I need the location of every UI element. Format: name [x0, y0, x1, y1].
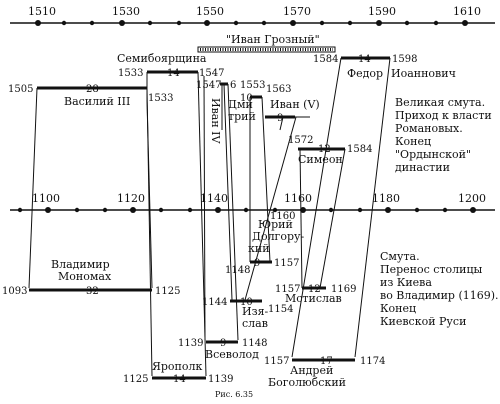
vsevolod-start: 1139 — [178, 338, 203, 349]
fedor-end: 1598 — [392, 54, 417, 65]
mstislav-years: 12 — [308, 284, 321, 295]
dmitry-name-2: трий — [228, 110, 256, 123]
mid-tick-1160: 1160 — [284, 192, 312, 205]
monomakh-end: 1125 — [155, 286, 180, 297]
top-tick-1590: 1590 — [368, 5, 396, 18]
yaropolk-years: 14 — [173, 374, 186, 385]
simeon-end: 1584 — [347, 144, 372, 155]
yaropolk-start: 1125 — [123, 374, 148, 385]
izyaslav-name-1: Изя- — [242, 305, 269, 318]
izyaslav-start: 1144 — [202, 297, 227, 308]
yury-name-2: Долгору- — [252, 230, 304, 243]
mid-tick-1140: 1140 — [200, 192, 228, 205]
mstislav-start: 1157 — [275, 284, 300, 295]
semiboyar-start: 1533 — [118, 68, 143, 79]
dmitry-years: 10 — [240, 93, 253, 104]
mid-tick-1180: 1180 — [372, 192, 400, 205]
monomakh-name-1: Владимир — [51, 258, 110, 271]
vasily-name: Василий III — [64, 95, 130, 108]
mid-tick-1200: 1200 — [458, 192, 486, 205]
top-axis-dots — [35, 20, 468, 26]
fedor-years: 14 — [358, 54, 371, 65]
top-tick-1510: 1510 — [28, 5, 56, 18]
andrey-name-1: Андрей — [290, 364, 333, 377]
yury-mark: 1160 — [270, 211, 295, 222]
ivan4-years: 6 — [230, 80, 236, 91]
semiboyar-years: 14 — [167, 68, 180, 79]
izyaslav-end: 1154 — [268, 304, 293, 315]
yury-end: 1157 — [274, 258, 299, 269]
vsevolod-years: 9 — [220, 338, 226, 349]
simeon-start: 1572 — [288, 135, 313, 146]
izyaslav-name-2: слав — [242, 317, 268, 330]
ivan5-years: 9 — [277, 113, 283, 124]
mstislav-name: Мстислав — [285, 292, 342, 305]
vsevolod-name: Всеволод — [205, 348, 259, 361]
vasily-end: 1533 — [148, 93, 173, 104]
simeon-years: 12 — [318, 144, 331, 155]
top-tick-1570: 1570 — [283, 5, 311, 18]
izyaslav-years: 10 — [240, 297, 253, 308]
yaropolk-name: Ярополк — [152, 360, 202, 373]
ivan-band-label: "Иван Грозный" — [226, 33, 320, 46]
mstislav-end: 1169 — [331, 284, 356, 295]
yury-start: 1148 — [225, 265, 250, 276]
mid-axis-dots — [17, 207, 476, 213]
top-tick-1530: 1530 — [112, 5, 140, 18]
andrey-end: 1174 — [360, 356, 385, 367]
yury-name-1: Юрий — [258, 218, 293, 231]
yury-name-3: кий — [248, 242, 270, 255]
andrey-years: 17 — [320, 356, 333, 367]
monomakh-name-2: Мономах — [58, 270, 112, 283]
vsevolod-end: 1148 — [242, 338, 267, 349]
top-tick-1550: 1550 — [196, 5, 224, 18]
yaropolk-end: 1139 — [208, 374, 233, 385]
yury-years: 9 — [254, 258, 260, 269]
dmitry-end: 1563 — [266, 84, 291, 95]
monomakh-years: 32 — [86, 286, 99, 297]
ivan4-start: 1547 — [196, 80, 221, 91]
simeon-name: Симеон — [298, 153, 343, 166]
mid-tick-1100: 1100 — [32, 192, 60, 205]
semiboyar-end: 1547 — [199, 68, 224, 79]
mid-tick-1120: 1120 — [117, 192, 145, 205]
note-lower: Смута. Перенос столицы из Киева во Влади… — [380, 250, 499, 328]
andrey-name-2: Боголюбский — [268, 376, 346, 389]
andrey-start: 1157 — [264, 356, 289, 367]
fedor-start: 1584 — [313, 54, 338, 65]
figure-caption: Рис. 6.35 — [215, 390, 254, 399]
note-upper: Великая смута. Приход к власти Романовых… — [395, 96, 492, 174]
vasily-years: 28 — [86, 84, 99, 95]
ivan5-name: Иван (V) — [270, 98, 320, 111]
dmitry-name: Дми — [228, 98, 253, 111]
ivan4-end: 1553 — [240, 80, 265, 91]
vasily-start: 1505 — [8, 84, 33, 95]
fedor-name-2: Иоаннович — [391, 67, 456, 80]
monomakh-start: 1093 — [2, 286, 27, 297]
fedor-name: Федор — [347, 67, 383, 80]
ivan-band — [197, 46, 336, 53]
top-tick-1610: 1610 — [453, 5, 481, 18]
ivan4-name: Иван IV — [209, 98, 222, 145]
semiboyar-name: Семибоярщина — [117, 52, 207, 65]
correspondence-lines — [28, 57, 391, 377]
